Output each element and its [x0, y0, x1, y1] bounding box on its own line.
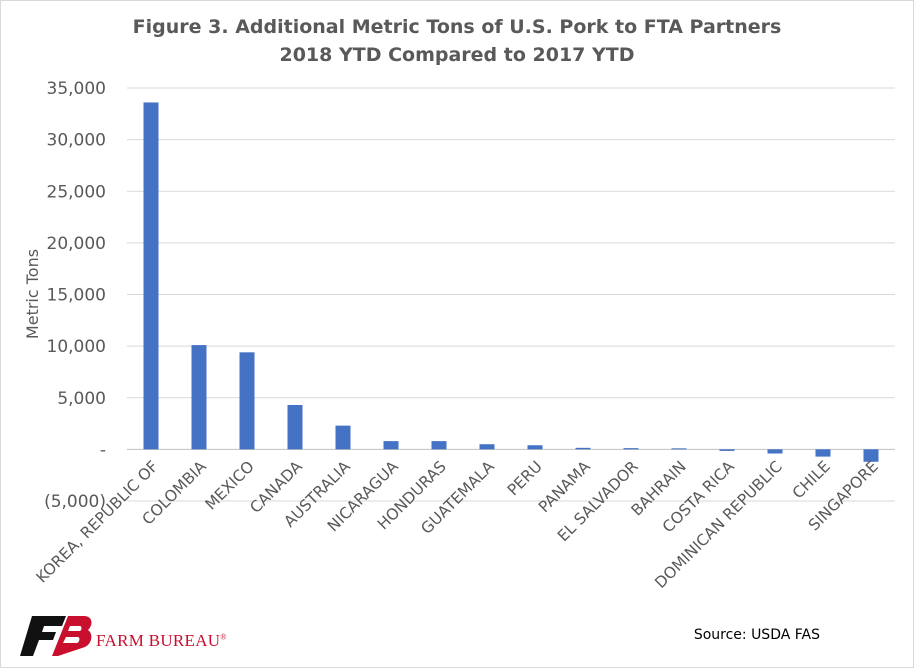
bar	[671, 448, 687, 450]
bar	[239, 352, 255, 450]
bar	[767, 449, 783, 454]
y-tick-label: 30,000	[47, 131, 106, 151]
x-tick-label: PERU	[504, 457, 546, 499]
y-tick-label: 20,000	[47, 234, 106, 254]
y-tick-label: -	[100, 440, 106, 460]
bar	[527, 445, 543, 450]
x-tick-label: KOREA, REPUBLIC OF	[33, 457, 162, 586]
chart-title: Figure 3. Additional Metric Tons of U.S.…	[132, 16, 782, 38]
bar	[719, 449, 735, 451]
x-tick-label: CHILE	[789, 457, 834, 502]
bar	[575, 447, 591, 450]
bar	[815, 449, 831, 457]
brand-name: FARM BUREAU®	[96, 631, 227, 650]
y-tick-label: 15,000	[47, 286, 106, 306]
bar	[479, 444, 495, 450]
bar	[143, 102, 159, 450]
y-tick-label: 25,000	[47, 182, 106, 202]
y-tick-label: 5,000	[57, 389, 106, 409]
bar	[863, 449, 879, 462]
source-note: Source: USDA FAS	[693, 627, 820, 643]
farm-bureau-fb-logo-icon	[20, 616, 92, 656]
y-tick-label: 10,000	[47, 337, 106, 357]
bar	[335, 425, 351, 450]
y-tick-label: 35,000	[47, 79, 106, 99]
bar	[191, 345, 207, 450]
bar	[431, 441, 447, 450]
bar	[287, 404, 303, 450]
y-axis-label: Metric Tons	[23, 249, 42, 339]
y-tick-label: (5,000)	[44, 492, 106, 512]
bar	[623, 448, 639, 450]
bar	[383, 441, 399, 450]
chart-subtitle: 2018 YTD Compared to 2017 YTD	[279, 44, 635, 66]
